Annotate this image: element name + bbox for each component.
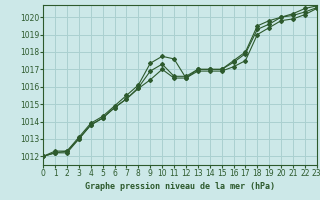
- X-axis label: Graphe pression niveau de la mer (hPa): Graphe pression niveau de la mer (hPa): [85, 182, 275, 191]
